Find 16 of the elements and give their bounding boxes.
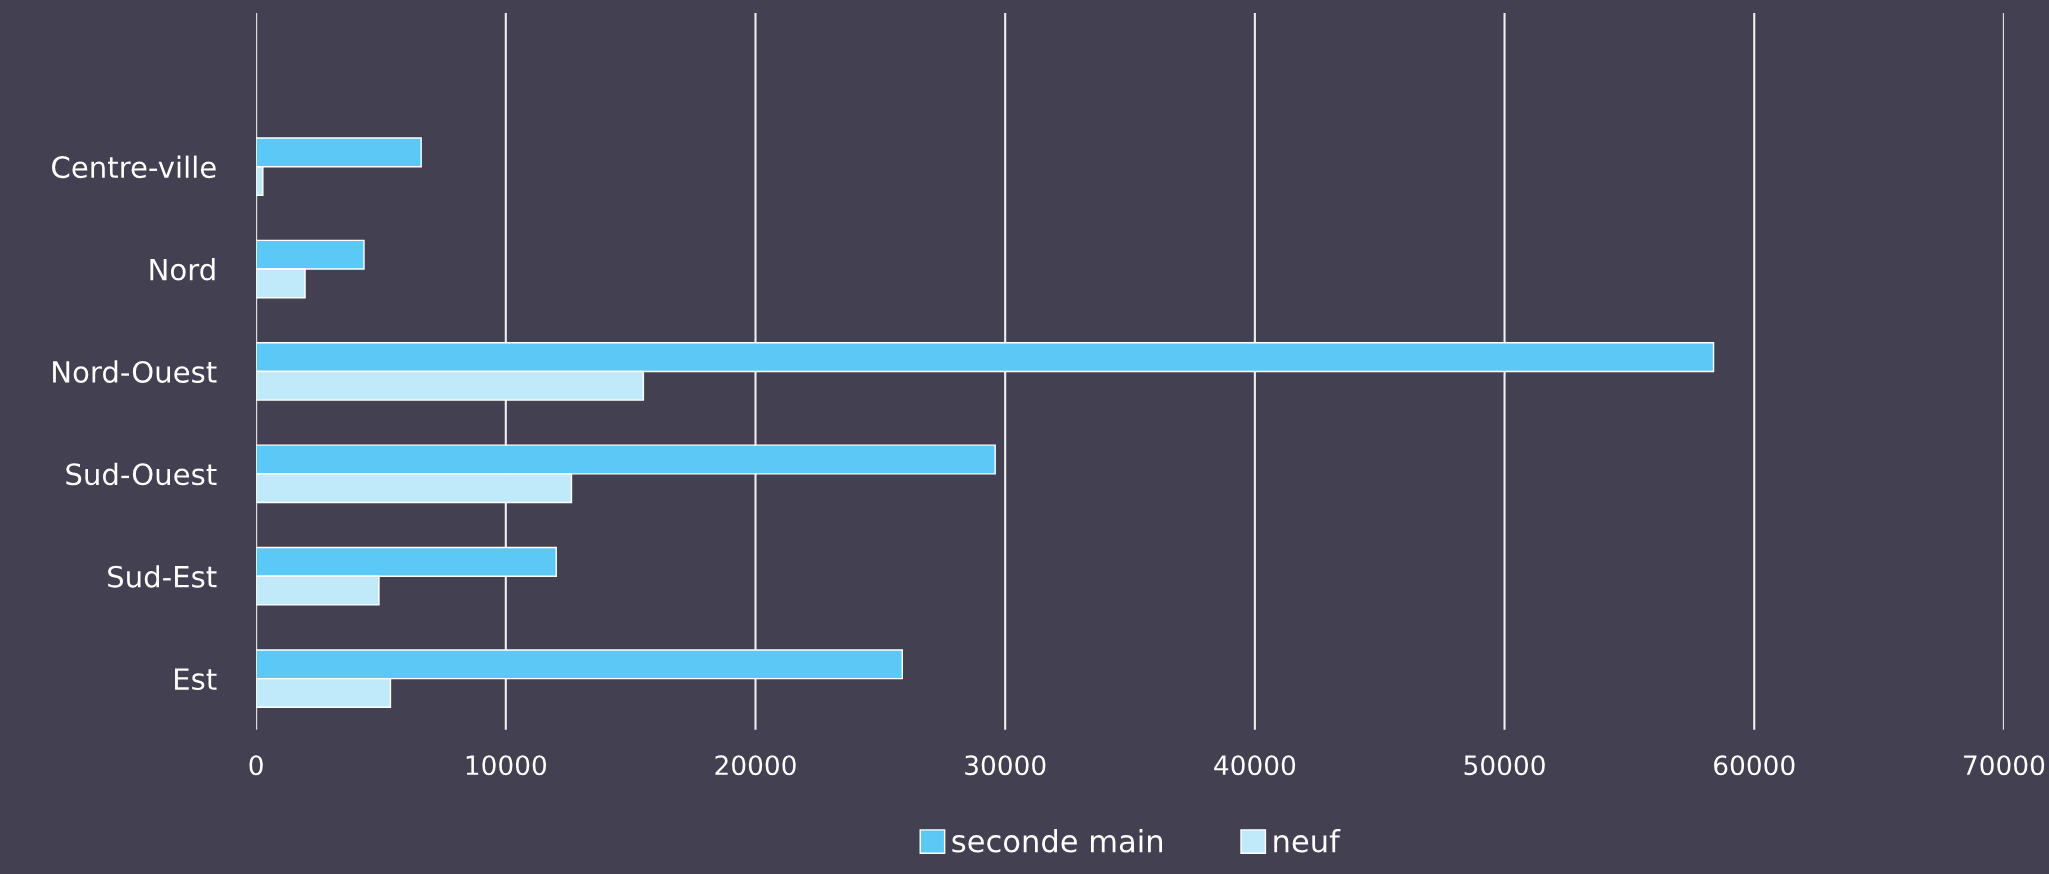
y-tick-label: Centre-ville: [52, 155, 216, 179]
x-tick-label: 0: [249, 755, 263, 776]
y-tick-label: Nord: [150, 257, 215, 281]
x-tick-label: 50000: [1464, 755, 1545, 776]
y-tick-label: Sud-Est: [108, 565, 217, 588]
legend-label: neuf: [1274, 828, 1341, 853]
x-tick-label: 60000: [1714, 755, 1795, 776]
x-tick-label: 10000: [466, 755, 547, 776]
y-tick-label: Est: [175, 668, 217, 691]
x-tick-label: 30000: [965, 755, 1046, 776]
x-tick-label: 70000: [1964, 755, 2045, 776]
y-tick-label: Nord-Ouest: [53, 360, 217, 383]
x-tick-label: 40000: [1214, 755, 1296, 776]
y-tick-label: Sud-Ouest: [66, 462, 217, 486]
legend-label: seconde main: [952, 828, 1163, 853]
x-tick-label: 20000: [715, 755, 796, 776]
